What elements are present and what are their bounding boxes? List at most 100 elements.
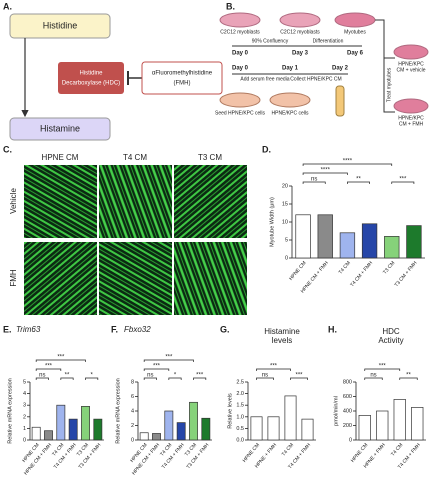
- bar: [339, 232, 356, 259]
- panel-label: D.: [262, 144, 271, 154]
- bar: [81, 406, 90, 441]
- cell-label: C2C12 myoblasts: [280, 29, 320, 35]
- y-tick-label: 4: [131, 408, 134, 414]
- bar: [361, 223, 378, 259]
- significance-bracket: [35, 359, 86, 362]
- x-tick-label: T4 CM + FMH: [349, 260, 374, 288]
- dish: [334, 12, 376, 28]
- y-tick-label: 2.5: [236, 379, 244, 385]
- day-label: Day 1: [282, 66, 299, 72]
- y-tick-label: 15: [282, 201, 288, 207]
- bar: [393, 399, 406, 441]
- bar: [44, 430, 53, 441]
- significance-label: ****: [343, 159, 353, 165]
- chart-title: HDC: [382, 327, 400, 336]
- node-label: Histamine: [40, 123, 80, 133]
- y-axis-label: Myotube Width (μm): [269, 197, 275, 247]
- panel-label: B.: [226, 1, 235, 11]
- y-tick-label: 20: [282, 183, 288, 189]
- micrograph: [174, 242, 247, 315]
- significance-label: ***: [57, 355, 65, 361]
- y-tick-label: 10: [282, 219, 288, 225]
- node-label: (FMH): [174, 81, 191, 87]
- bar: [164, 410, 174, 441]
- action-label: Add serum free media: [240, 76, 289, 82]
- chart-title: Histamine: [264, 327, 300, 336]
- bar: [384, 236, 400, 259]
- significance-label: ***: [399, 177, 407, 183]
- node-label: Histidine: [79, 71, 103, 77]
- panel-b: B. C2C12 myoblasts C2C12 myoblasts Myotu…: [215, 1, 429, 127]
- bar: [295, 214, 311, 259]
- panel-label: A.: [3, 1, 12, 11]
- histamine-box: [9, 117, 111, 141]
- significance-label: ***: [295, 373, 303, 379]
- action-label: Collect HPNE/KPC CM: [290, 76, 341, 82]
- significance-bracket: [60, 377, 74, 380]
- bar: [201, 417, 211, 441]
- significance-bracket: [85, 377, 99, 380]
- bar: [152, 433, 161, 441]
- significance-bracket: [168, 377, 182, 380]
- significance-bracket: [399, 377, 418, 380]
- enzyme-box: [58, 62, 124, 94]
- row-label: FMH: [9, 269, 18, 287]
- significance-bracket: [35, 368, 62, 371]
- x-tick-label: T4 CM: [338, 260, 352, 275]
- micrograph: [24, 165, 97, 238]
- significance-bracket: [143, 377, 157, 380]
- day-label: Day 2: [332, 66, 349, 72]
- panel-label: E.: [3, 324, 12, 334]
- chart-title: Trim63: [16, 325, 41, 334]
- significance-label: ***: [270, 364, 278, 370]
- y-tick-label: 200: [343, 423, 352, 429]
- panel-label: F.: [111, 324, 118, 334]
- node-label: Decarboxylase (HDC): [62, 81, 120, 87]
- row-label: Vehicle: [9, 188, 18, 214]
- seed-label: Seed HPNE/KPC cells: [215, 110, 266, 116]
- y-axis-label: Relative mRNA expression: [115, 378, 121, 443]
- y-tick-label: 0: [131, 437, 134, 443]
- bar: [93, 418, 103, 441]
- significance-bracket: [302, 163, 393, 166]
- y-tick-label: 600: [343, 394, 352, 400]
- cell-label: Myotubes: [344, 29, 366, 35]
- connector: [375, 19, 395, 113]
- bar: [317, 214, 333, 259]
- seed-label: HPNE/KPC cells: [272, 110, 309, 116]
- node-label: αFluoromethylhistidine: [152, 71, 213, 77]
- significance-label: ns: [262, 373, 268, 379]
- bar: [56, 404, 66, 441]
- y-tick-label: 0: [23, 437, 26, 443]
- histidine-box: [9, 13, 111, 39]
- y-tick-label: 0.0: [236, 437, 244, 443]
- significance-bracket: [364, 368, 401, 371]
- micrograph: [24, 242, 97, 315]
- cell-label: C2C12 myoblasts: [220, 29, 260, 35]
- x-tick-label: T3 CM: [382, 260, 396, 275]
- outcome-label: HPNE/KPC: [398, 61, 424, 67]
- bar: [406, 225, 422, 259]
- significance-label: ***: [379, 364, 387, 370]
- y-axis-label: Relative mRNA expression: [7, 378, 13, 443]
- x-tick-label: T4 CM: [390, 442, 404, 457]
- bar: [68, 418, 78, 441]
- bar: [358, 415, 371, 441]
- panel-a: A. Histidine Histidine Decarboxylase (HD…: [3, 1, 223, 141]
- node-label: Histidine: [43, 20, 78, 30]
- inhibitor-box: [141, 61, 223, 95]
- dish: [269, 92, 311, 108]
- dish: [219, 12, 261, 28]
- y-tick-label: 3: [23, 403, 26, 409]
- significance-bracket: [143, 359, 194, 362]
- y-tick-label: 1.5: [236, 403, 244, 409]
- dish: [393, 98, 429, 114]
- bar: [31, 426, 41, 441]
- micrograph: [174, 165, 247, 238]
- significance-label: ***: [45, 364, 53, 370]
- significance-label: ns: [370, 373, 376, 379]
- y-tick-label: 6: [131, 394, 134, 400]
- significance-label: *: [174, 373, 177, 379]
- significance-label: ns: [147, 373, 153, 379]
